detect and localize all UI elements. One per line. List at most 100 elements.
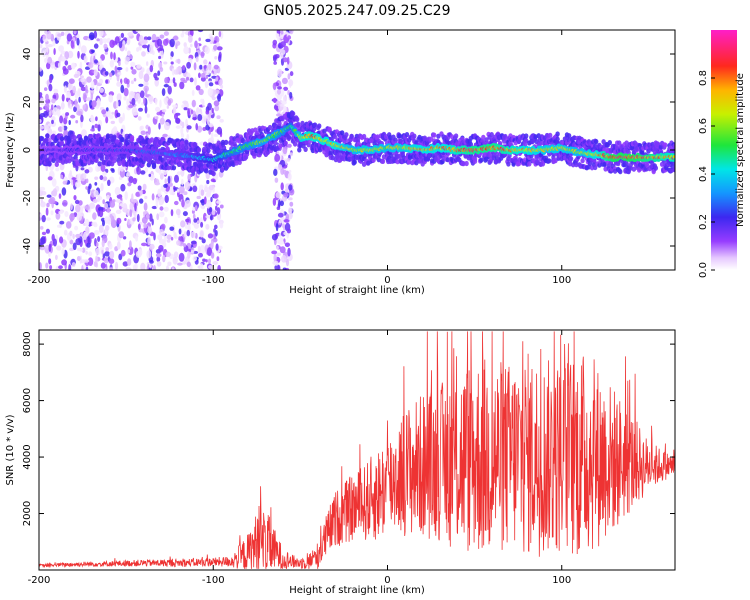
heatmap-noise-cell [39,67,43,72]
heatmap-noise-cell [89,232,95,239]
heatmap-noise-cell [181,178,184,186]
heatmap-noise-cell [52,107,59,116]
heatmap-noise-cell [61,247,65,255]
heatmap-noise-cell [189,77,194,83]
heatmap-noise-cell [61,187,67,196]
heatmap-noise-cell [52,39,56,47]
heatmap-noise-cell [119,205,122,210]
heatmap-noise-cell [289,71,294,77]
heatmap-noise-cell [77,88,81,97]
heatmap-noise-cell [173,82,177,87]
heatmap-noise-cell [116,74,120,82]
heatmap-noise-cell [126,78,130,85]
heatmap-noise-cell [169,38,175,48]
heatmap-noise-cell [116,217,122,225]
heatmap-noise-cell [278,199,281,209]
heatmap-halo-cell [97,161,102,167]
heatmap-noise-cell [46,30,52,40]
heatmap-halo-cell [184,144,189,151]
heatmap-noise-cell [288,169,292,173]
heatmap-noise-cell [62,68,69,75]
heatmap-noise-cell [187,108,191,117]
heatmap-noise-cell [115,199,122,203]
heatmap-noise-cell [94,182,98,186]
heatmap-noise-cell [80,86,87,92]
heatmap-noise-cell [273,260,279,266]
heatmap-noise-cell [289,79,292,88]
heatmap-noise-cell [167,175,171,184]
heatmap-noise-cell [175,43,178,50]
heatmap-halo-cell [481,134,486,140]
heatmap-noise-cell [133,112,139,116]
heatmap-noise-cell [215,76,219,82]
heatmap-noise-cell [158,211,165,218]
heatmap-noise-cell [93,69,98,77]
heatmap-halo-cell [43,154,48,160]
heatmap-noise-cell [155,253,162,258]
heatmap-noise-cell [128,54,133,60]
heatmap-noise-cell [170,61,174,65]
heatmap-halo-cell [548,132,553,138]
heatmap-noise-cell [172,77,176,84]
heatmap-noise-cell [59,220,65,225]
heatmap-noise-cell [58,210,64,215]
heatmap-noise-cell [210,240,214,249]
heatmap-noise-cell [197,125,203,133]
heatmap-noise-cell [174,174,179,183]
heatmap-noise-cell [208,184,214,191]
heatmap-noise-cell [60,56,66,62]
heatmap-noise-cell [108,258,115,265]
heatmap-noise-cell [143,223,148,229]
heatmap-noise-cell [147,126,151,135]
heatmap-noise-cell [98,224,104,234]
heatmap-noise-cell [190,109,194,115]
heatmap-noise-cell [193,250,199,254]
heatmap-noise-cell [62,199,68,207]
heatmap-noise-cell [143,97,146,105]
heatmap-halo-cell [204,168,209,174]
heatmap-noise-cell [126,50,131,57]
heatmap-noise-cell [53,48,56,55]
heatmap-noise-cell [116,112,121,118]
heatmap-noise-cell [62,180,68,185]
heatmap-noise-cell [106,194,110,200]
heatmap-noise-cell [135,191,141,197]
heatmap-noise-cell [103,176,108,182]
heatmap-noise-cell [122,236,127,240]
heatmap-noise-cell [88,251,93,256]
heatmap-noise-cell [286,157,291,162]
heatmap-noise-cell [146,113,150,118]
heatmap-noise-cell [126,98,130,106]
heatmap-halo-cell [67,138,72,144]
heatmap-noise-cell [83,231,87,241]
heatmap-noise-cell [39,119,42,123]
heatmap-noise-cell [173,232,177,239]
heatmap-noise-cell [194,77,197,86]
heatmap-noise-cell [48,110,52,117]
heatmap-noise-cell [279,49,286,55]
heatmap-halo-cell [371,157,376,163]
heatmap-noise-cell [86,76,92,83]
heatmap-noise-cell [74,199,80,205]
heatmap-noise-cell [166,105,170,109]
heatmap-noise-cell [104,51,108,55]
heatmap-noise-cell [53,88,59,94]
heatmap-noise-cell [94,123,99,129]
heatmap-noise-cell [98,65,103,70]
heatmap-noise-cell [99,87,104,93]
heatmap-noise-cell [90,80,95,90]
heatmap-noise-cell [170,236,174,241]
heatmap-noise-cell [47,44,53,48]
heatmap-halo-cell [99,153,104,159]
heatmap-noise-cell [170,56,173,60]
heatmap-noise-cell [204,46,210,54]
heatmap-noise-cell [216,200,222,204]
heatmap-noise-cell [137,185,142,191]
heatmap-noise-cell [83,55,88,63]
heatmap-noise-cell [206,247,213,257]
heatmap-noise-cell [179,81,185,90]
heatmap-noise-cell [122,112,125,122]
heatmap-noise-cell [202,127,207,131]
heatmap-noise-cell [89,99,93,109]
heatmap-noise-cell [283,105,287,113]
